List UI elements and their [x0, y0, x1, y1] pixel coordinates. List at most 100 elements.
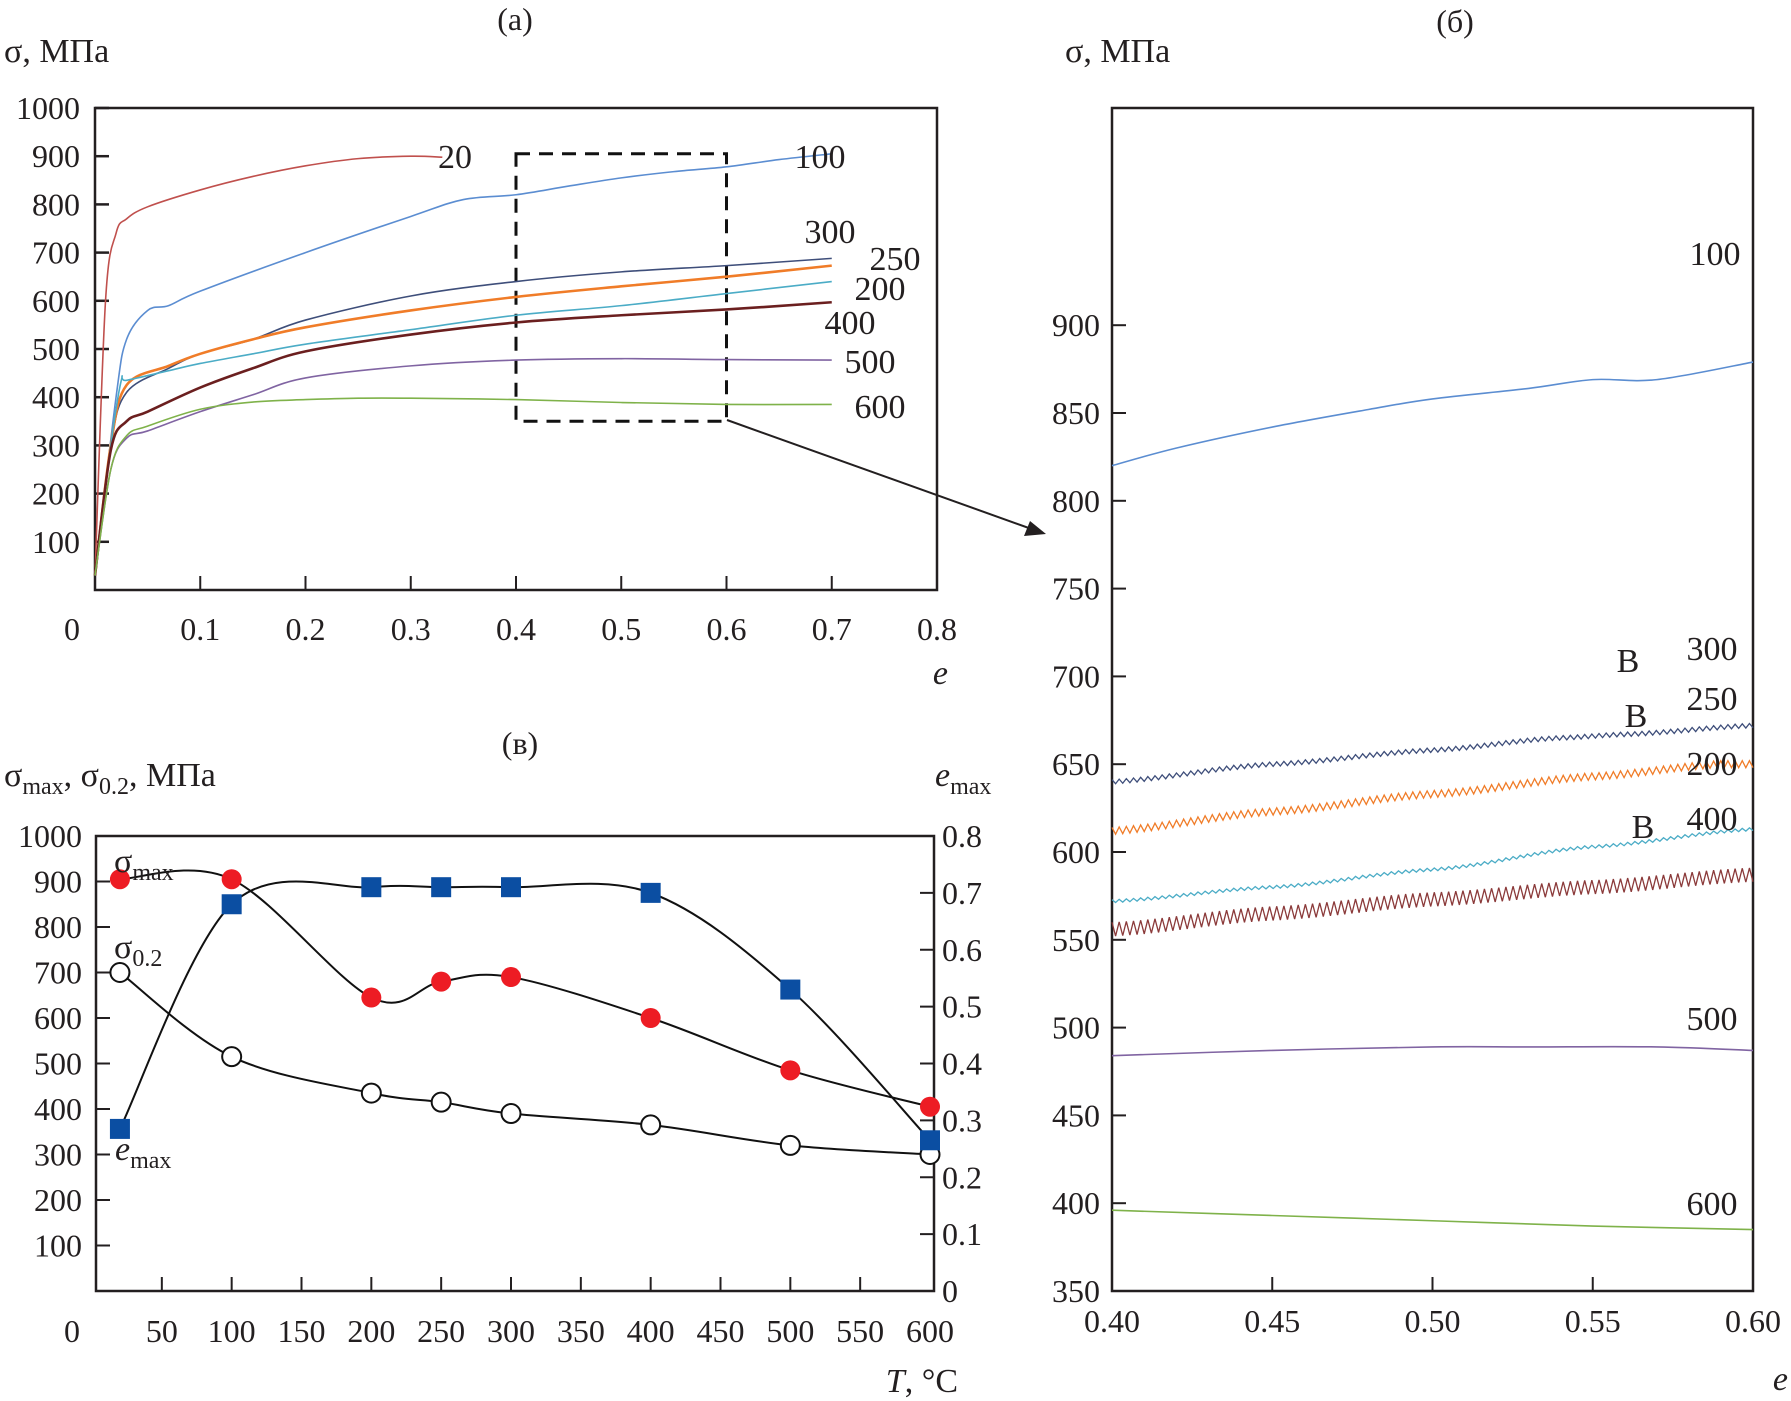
marker-emax: [361, 877, 382, 898]
x-tick-label: 0: [64, 1313, 80, 1349]
sigma-02-series-label: σ0.2: [114, 929, 162, 972]
y-tick-label: 700: [34, 955, 82, 991]
marker-sigma-02: [221, 1046, 243, 1068]
panel-b-x-axis-title: e: [1773, 1361, 1788, 1398]
series-line-250: [93, 264, 832, 576]
marker-emax: [109, 1118, 130, 1139]
panel-a-stress-strain: (a) σ, МПа e 100200300400500600700800900…: [4, 1, 957, 692]
curve-label-500: 500: [1687, 1001, 1738, 1038]
curve-label-400: 400: [1687, 801, 1738, 838]
y-tick-label: 600: [1052, 834, 1100, 870]
right-y-tick-label: 0: [942, 1273, 958, 1309]
x-tick-label: 0: [64, 611, 80, 647]
panel-b-label: (б): [1436, 3, 1474, 39]
x-tick-label: 0.3: [391, 611, 431, 647]
series-line-100: [1111, 361, 1754, 467]
y-tick-label: 500: [32, 331, 80, 367]
curve-label-100: 100: [795, 139, 846, 176]
x-tick-label: 0.6: [707, 611, 747, 647]
series-line-100: [94, 152, 832, 576]
marker-emax: [501, 877, 521, 898]
x-tick-label: 0.7: [812, 611, 852, 647]
y-tick-label: 700: [32, 235, 80, 271]
curve-label-250: 250: [870, 241, 921, 278]
series-line-300: [1111, 722, 1754, 785]
y-tick-label: 900: [32, 138, 80, 174]
x-tick-label: 0.5: [601, 611, 641, 647]
y-tick-label: 400: [1052, 1185, 1100, 1221]
y-tick-label: 100: [32, 524, 80, 560]
panel-a-y-axis-title: σ, МПа: [4, 33, 109, 70]
y-tick-label: 550: [1052, 922, 1100, 958]
curve-label-200: 200: [855, 271, 906, 308]
series-line-300: [94, 257, 832, 576]
marker-sigma-max: [501, 967, 521, 988]
curve-label-100: 100: [1690, 236, 1741, 273]
marker-emax: [920, 1130, 940, 1151]
x-tick-label: 0.50: [1405, 1303, 1461, 1339]
y-tick-label: 500: [1052, 1010, 1100, 1046]
series-line-250: [1111, 759, 1754, 836]
y-tick-label: 600: [34, 1000, 82, 1036]
y-tick-label: 1000: [16, 90, 80, 126]
x-tick-label: 0.8: [917, 611, 957, 647]
panel-b-zoomed: (б) σ, МПа e 350 400 450 500 550 600 650 700 750…: [1052, 3, 1788, 1398]
y-tick-label: 200: [32, 476, 80, 512]
marker-sigma-02: [430, 1091, 452, 1113]
series-line-600: [94, 397, 832, 576]
marker-emax: [780, 979, 801, 1000]
marker-sigma-max: [640, 1008, 661, 1028]
marker-sigma-max: [780, 1060, 801, 1081]
annotation-b: B: [1625, 698, 1648, 735]
panel-a-label: (a): [497, 1, 533, 37]
curve-label-500: 500: [845, 344, 896, 381]
panel-v-label: (в): [502, 725, 538, 761]
series-line-400: [93, 300, 832, 576]
series-line-20: [94, 155, 443, 576]
annotation-b: B: [1617, 643, 1640, 680]
right-y-tick-label: 0.7: [942, 875, 982, 911]
marker-sigma-max: [221, 869, 242, 890]
x-tick-label: 50: [146, 1313, 178, 1349]
x-tick-label: 400: [627, 1313, 675, 1349]
series-line-600: [1111, 1209, 1754, 1231]
curve-label-600: 600: [1687, 1186, 1738, 1223]
marker-sigma-max: [109, 869, 130, 890]
marker-sigma-max: [920, 1096, 940, 1117]
right-y-tick-label: 0.3: [942, 1102, 982, 1138]
curve-label-400: 400: [825, 305, 876, 342]
y-tick-label: 750: [1052, 571, 1100, 607]
y-tick-label: 900: [34, 864, 82, 900]
marker-emax: [640, 882, 661, 903]
y-tick-label: 900: [1052, 307, 1100, 343]
marker-sigma-02: [360, 1082, 382, 1104]
x-tick-label: 450: [697, 1313, 745, 1349]
right-y-tick-label: 0.2: [942, 1159, 982, 1195]
x-tick-label: 300: [487, 1313, 535, 1349]
arrow-head-icon: [1024, 521, 1046, 536]
zoom-region-box: [514, 152, 728, 423]
right-y-tick-label: 0.5: [942, 989, 982, 1025]
x-tick-label: 550: [836, 1313, 884, 1349]
panel-v-properties-vs-temperature: (в) σmax, σ0.2, МПа emax T, °C 100 200 300…: [4, 725, 991, 1400]
y-tick-label: 650: [1052, 746, 1100, 782]
series-line-200: [94, 280, 832, 576]
panel-a-x-axis-title: e: [933, 655, 948, 692]
y-tick-label: 100: [34, 1228, 82, 1264]
marker-sigma-max: [431, 971, 452, 992]
x-tick-label: 0.45: [1244, 1303, 1300, 1339]
x-tick-label: 500: [766, 1313, 814, 1349]
series-line-400: [1111, 867, 1754, 937]
x-tick-label: 150: [278, 1313, 326, 1349]
panel-v-x-axis-title: T, °C: [886, 1363, 958, 1400]
y-tick-label: 400: [32, 379, 80, 415]
x-tick-label: 0.1: [180, 611, 220, 647]
x-tick-label: 0.60: [1725, 1303, 1781, 1339]
curve-label-200: 200: [1687, 746, 1738, 783]
series-line-500: [94, 357, 832, 576]
y-tick-label: 300: [32, 427, 80, 463]
x-tick-label: 100: [208, 1313, 256, 1349]
panel-b-frame: [1110, 106, 1755, 1293]
x-tick-label: 0.55: [1565, 1303, 1621, 1339]
